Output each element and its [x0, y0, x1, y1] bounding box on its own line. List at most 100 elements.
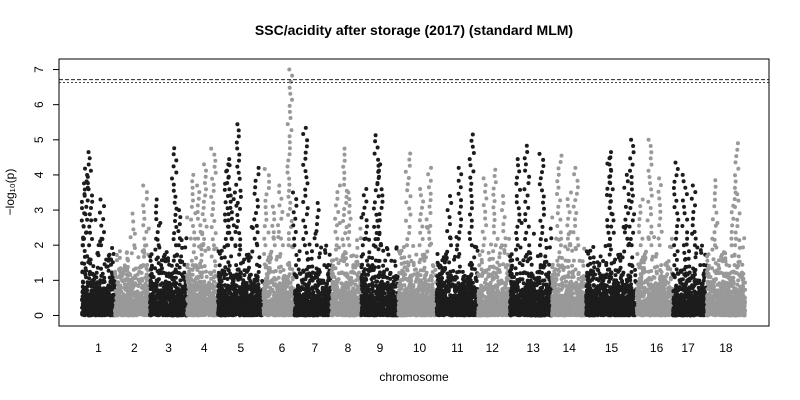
snp-point: [289, 219, 294, 223]
snp-point: [294, 197, 299, 202]
snp-point: [87, 243, 92, 248]
snp-point: [270, 223, 275, 228]
snp-point: [226, 224, 230, 229]
snp-point: [154, 217, 159, 222]
snp-point: [253, 295, 258, 299]
snp-point: [190, 179, 195, 184]
snp-point: [110, 276, 115, 281]
snp-point: [222, 187, 227, 192]
snp-point: [263, 243, 268, 248]
snp-point: [125, 312, 130, 317]
snp-point: [170, 176, 174, 181]
snp-point: [303, 277, 308, 282]
snp-point: [202, 218, 207, 223]
snp-point: [162, 300, 167, 304]
snp-point: [228, 271, 232, 276]
snp-point: [143, 292, 148, 296]
snp-point: [325, 299, 330, 304]
x-axis-label: chromosome: [379, 370, 449, 384]
snp-point: [144, 272, 149, 277]
snp-point: [242, 273, 247, 278]
snp-point: [213, 158, 218, 163]
snp-point: [164, 293, 169, 298]
snp-point: [198, 229, 203, 234]
snp-point: [323, 250, 328, 255]
snp-point: [287, 152, 292, 157]
snp-point: [303, 150, 308, 155]
snp-point: [102, 230, 106, 235]
snp-point: [236, 134, 241, 139]
snp-point: [211, 188, 216, 193]
snp-point: [127, 299, 132, 303]
snp-point: [267, 179, 272, 184]
snp-point: [90, 193, 94, 198]
snp-point: [154, 284, 159, 289]
snp-point: [293, 312, 298, 317]
snp-point: [204, 168, 208, 173]
snp-point: [207, 270, 212, 275]
snp-point: [124, 250, 129, 255]
snp-point: [128, 286, 133, 291]
snp-point: [81, 309, 86, 313]
snp-point: [189, 258, 194, 263]
snp-point: [173, 219, 177, 223]
snp-point: [263, 198, 268, 203]
snp-point: [290, 73, 295, 78]
snp-point: [284, 296, 289, 301]
peak-snp-point: [202, 162, 206, 167]
snp-point: [226, 302, 231, 307]
snp-point: [305, 181, 310, 186]
snp-point: [286, 212, 291, 217]
snp-point: [123, 277, 128, 282]
snp-point: [291, 210, 296, 215]
peak-snp-point: [232, 190, 237, 195]
snp-point: [154, 204, 159, 209]
snp-point: [204, 286, 208, 291]
snp-point: [219, 248, 224, 253]
snp-point: [180, 313, 185, 318]
snp-point: [153, 266, 157, 271]
snp-point: [238, 188, 243, 193]
snp-point: [228, 296, 233, 301]
snp-point: [87, 212, 92, 217]
snp-point: [144, 243, 149, 248]
snp-point: [310, 249, 314, 254]
snp-point: [238, 243, 242, 248]
snp-point: [271, 230, 276, 235]
snp-point: [227, 187, 232, 192]
snp-point: [301, 200, 306, 204]
snp-point: [178, 293, 183, 298]
snp-point: [269, 304, 274, 309]
snp-point: [90, 199, 95, 204]
snp-point: [254, 223, 259, 228]
snp-point: [202, 294, 207, 299]
chromosome-5-points: [216, 122, 266, 318]
snp-point: [213, 263, 218, 268]
snp-point: [98, 293, 103, 298]
snp-point: [233, 243, 238, 248]
snp-point: [197, 310, 202, 315]
snp-point: [212, 219, 217, 223]
chromosome-8-points: [329, 146, 364, 318]
snp-point: [256, 172, 261, 177]
chromosome-4-points: [185, 146, 221, 318]
snp-point: [315, 215, 320, 220]
snp-point: [303, 156, 308, 161]
snp-point: [90, 283, 95, 288]
snp-point: [109, 262, 113, 267]
snp-point: [154, 278, 159, 283]
snp-point: [194, 256, 199, 260]
snp-point: [132, 231, 137, 236]
snp-point: [314, 266, 319, 271]
snp-point: [121, 313, 126, 317]
snp-point: [102, 275, 107, 280]
snp-point: [154, 210, 158, 215]
snp-point: [155, 255, 160, 260]
snp-point: [263, 279, 268, 284]
snp-point: [304, 250, 309, 255]
snp-point: [320, 285, 325, 290]
peak-snp-point: [315, 201, 320, 205]
snp-point: [145, 263, 150, 267]
snp-point: [285, 164, 290, 169]
snp-point: [246, 252, 251, 257]
